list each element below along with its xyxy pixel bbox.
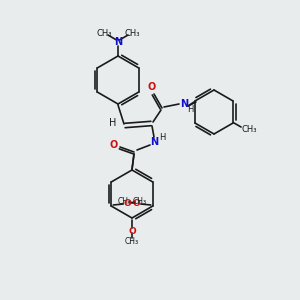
- Text: CH₃: CH₃: [241, 125, 257, 134]
- Text: CH₃: CH₃: [118, 196, 132, 206]
- Text: H: H: [159, 134, 165, 142]
- Text: H: H: [187, 104, 193, 113]
- Text: N: N: [114, 37, 122, 47]
- Text: O: O: [110, 140, 118, 150]
- Text: CH₃: CH₃: [96, 28, 112, 38]
- Text: CH₃: CH₃: [125, 236, 139, 245]
- Text: H: H: [109, 118, 117, 128]
- Text: O: O: [123, 200, 131, 208]
- Text: O: O: [148, 82, 156, 92]
- Text: N: N: [180, 99, 188, 109]
- Text: O: O: [133, 200, 141, 208]
- Text: O: O: [128, 226, 136, 236]
- Text: CH₃: CH₃: [132, 196, 146, 206]
- Text: CH₃: CH₃: [124, 28, 140, 38]
- Text: N: N: [150, 137, 158, 147]
